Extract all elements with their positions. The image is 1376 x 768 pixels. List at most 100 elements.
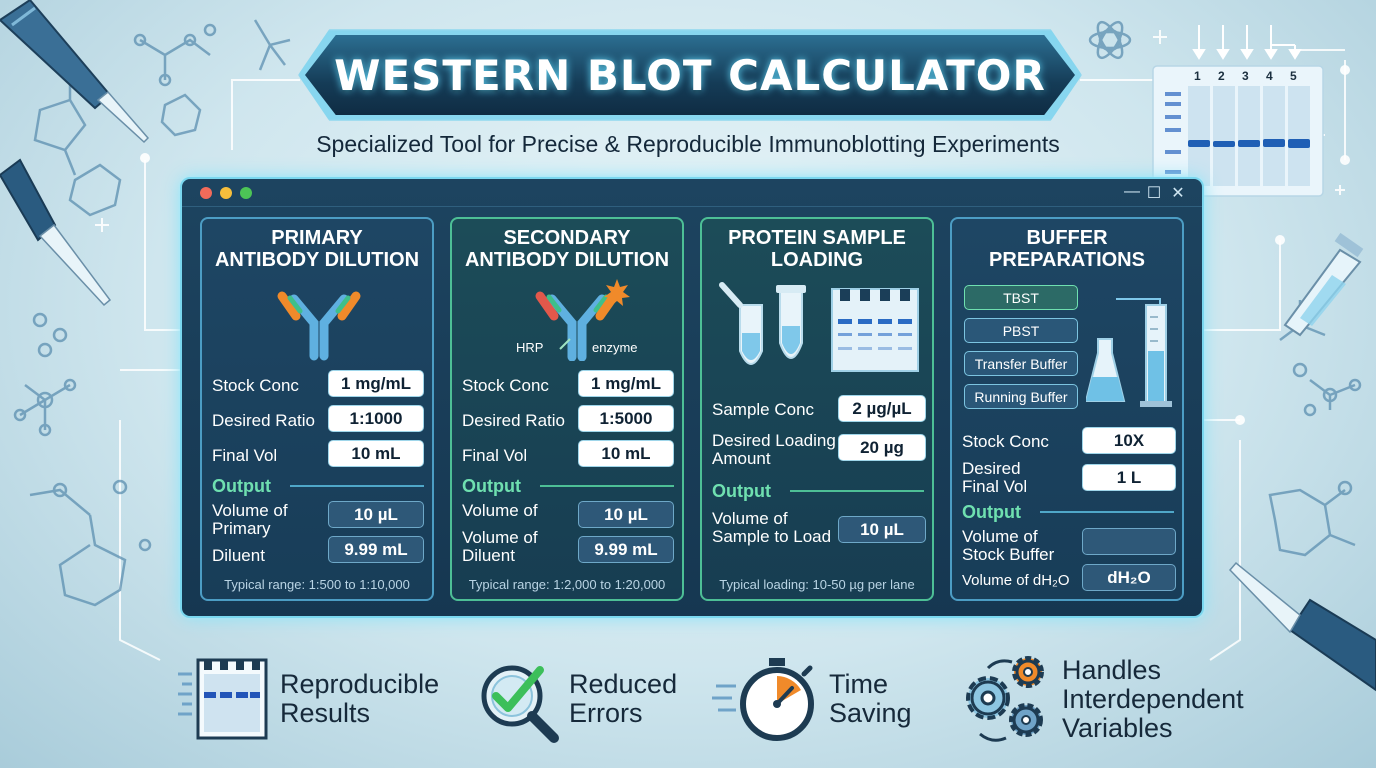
window-titlebar: — ☐ ✕ [182,179,1202,207]
desired-loading-label-l1: Desired Loading [712,431,836,450]
output-divider [790,490,924,492]
primary-typical-range-note: Typical range: 1:500 to 1:10,000 [224,577,410,592]
stock-conc-label: Stock Conc [462,376,549,395]
secondary-title-line2: ANTIBODY DILUTION [464,249,670,271]
minimize-dot[interactable] [220,187,232,199]
buffer-chip-tbst[interactable]: TBST [964,285,1078,310]
gel-lane-4: 4 [1266,69,1273,83]
feature-interdependent-l2: Interdependent [1062,684,1244,714]
feature-interdependent-l3: Variables [1062,713,1173,743]
secondary-antibody-panel: SECONDARY ANTIBODY DILUTION HRP enzyme S… [450,217,684,601]
buffer-title-line1: BUFFER [1026,227,1108,249]
gel-lane-2: 2 [1218,69,1225,83]
buffer-chip-transfer[interactable]: Transfer Buffer [964,351,1078,376]
dh2o-volume-output: dH₂O [1082,564,1176,591]
secondary-final-vol-input[interactable]: 10 mL [578,440,674,467]
minimize-icon[interactable]: — [1124,183,1140,200]
maximize-dot[interactable] [240,187,252,199]
protein-panel-title: PROTEIN SAMPLE LOADING [702,227,932,271]
primary-panel-title: PRIMARY ANTIBODY DILUTION [202,227,432,271]
stopwatch-icon [712,658,814,741]
feature-time-saving-l2: Saving [829,698,912,728]
buffer-title-line2: PREPARATIONS [989,249,1145,271]
loading-amount-input[interactable]: 20 µg [838,434,926,461]
volume-sample-label-l2: Sample to Load [712,527,832,546]
secondary-ratio-input[interactable]: 1:5000 [578,405,674,432]
buffer-chip-running[interactable]: Running Buffer [964,384,1078,409]
page-title: WESTERN BLOT CALCULATOR [334,50,1046,100]
final-vol-label: Final Vol [462,446,528,465]
desired-final-vol-label: Desired Final Vol [962,460,1027,496]
feature-interdependent-l1: Handles [1062,655,1162,685]
protein-sample-panel: PROTEIN SAMPLE LOADING [700,217,934,601]
volume-secondary-label: Volume of [462,501,538,520]
primary-final-vol-input[interactable]: 10 mL [328,440,424,467]
stock-conc-label: Stock Conc [962,432,1049,451]
output-heading: Output [462,476,521,496]
secondary-diluent-output: 9.99 mL [578,536,674,563]
hrp-label: HRP [516,340,544,355]
output-heading: Output [212,476,271,496]
feature-reproducible-l2: Results [280,698,371,728]
feature-reproducible: Reproducible Results [280,670,439,728]
volume-sample-label-l1: Volume of [712,509,788,528]
output-heading: Output [712,481,771,501]
page-subtitle: Specialized Tool for Precise & Reproduci… [316,131,1060,157]
primary-stock-conc-input[interactable]: 1 mg/mL [328,370,424,397]
volume-sample-label: Volume of Sample to Load [712,510,831,546]
buffer-stock-conc-input[interactable]: 10X [1082,427,1176,454]
volume-stock-buffer-label-l1: Volume of [962,527,1038,546]
gel-lane-3: 3 [1242,69,1249,83]
volume-primary-label-l2: Primary [212,519,271,538]
secondary-volume-output: 10 µL [578,501,674,528]
sample-volume-output: 10 µL [838,516,926,543]
close-icon[interactable]: ✕ [1171,185,1185,202]
buffer-chip-pbst[interactable]: PBST [964,318,1078,343]
output-heading: Output [962,502,1021,522]
title-banner: WESTERN BLOT CALCULATOR [305,35,1075,115]
secondary-title-line1: SECONDARY [503,227,631,249]
buffer-panel-title: BUFFER PREPARATIONS [952,227,1182,271]
primary-title-line2: ANTIBODY DILUTION [214,249,420,271]
diluent-label: Diluent [212,546,265,565]
sample-conc-label: Sample Conc [712,400,815,419]
stock-conc-label: Stock Conc [212,376,299,395]
stock-buffer-volume-output [1082,528,1176,555]
feature-reproducible-l1: Reproducible [280,669,440,699]
feature-time-saving-l1: Time [829,669,888,699]
primary-diluent-output: 9.99 mL [328,536,424,563]
sample-tubes-icon [719,282,806,365]
primary-ratio-input[interactable]: 1:1000 [328,405,424,432]
volume-stock-buffer-label: Volume of Stock Buffer [962,528,1054,564]
secondary-antibody-hrp-icon [535,279,630,361]
volume-primary-label: Volume of Primary [212,502,288,538]
gel-lane-1: 1 [1194,69,1201,83]
volume-diluent-label: Volume of Diluent [462,529,538,565]
volume-primary-label-l1: Volume of [212,501,288,520]
flask-cylinder-icon [1086,298,1172,407]
desired-loading-label: Desired Loading Amount [712,432,836,468]
gel-blot-icon [178,658,268,740]
desired-final-vol-label-l2: Final Vol [962,477,1028,496]
close-dot[interactable] [200,187,212,199]
desired-ratio-label: Desired Ratio [462,411,565,430]
feature-interdependent: Handles Interdependent Variables [1062,656,1244,743]
primary-volume-output: 10 µL [328,501,424,528]
secondary-stock-conc-input[interactable]: 1 mg/mL [578,370,674,397]
enzyme-label: enzyme [592,340,638,355]
output-divider [1040,511,1174,513]
final-vol-label: Final Vol [212,446,278,465]
sample-conc-input[interactable]: 2 µg/µL [838,395,926,422]
desired-loading-label-l2: Amount [712,449,771,468]
maximize-icon[interactable]: ☐ [1146,185,1162,202]
gel-lane-5: 5 [1290,69,1297,83]
volume-stock-buffer-label-l2: Stock Buffer [962,545,1055,564]
feature-reduced-errors-l2: Errors [569,698,643,728]
gears-icon [966,656,1044,742]
output-divider [290,485,424,487]
primary-title-line1: PRIMARY [271,227,363,249]
feature-reduced-errors: Reduced Errors [569,670,677,728]
buffer-final-vol-input[interactable]: 1 L [1082,464,1176,491]
feature-reduced-errors-l1: Reduced [569,669,678,699]
volume-dh2o-label: Volume of dH₂O [962,572,1070,589]
